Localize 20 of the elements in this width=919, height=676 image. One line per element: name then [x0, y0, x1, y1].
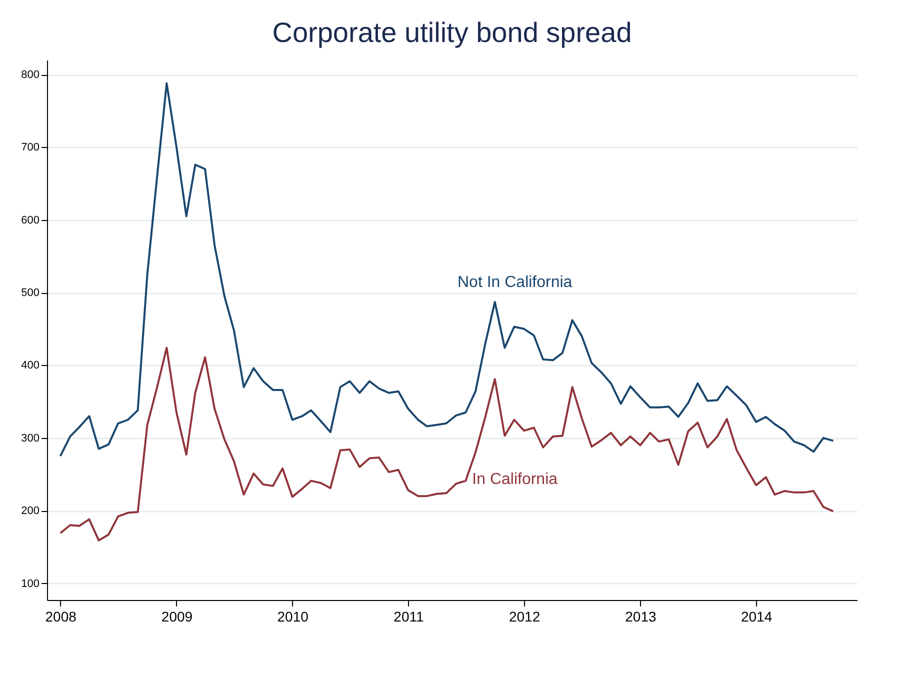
series-label: Not In California — [457, 274, 572, 292]
x-tick-label: 2010 — [277, 608, 309, 624]
x-tick-label: 2012 — [508, 608, 540, 624]
y-tick-label: 600 — [21, 214, 40, 226]
x-tick-label: 2013 — [625, 608, 656, 624]
chart-title: Corporate utility bond spread — [272, 17, 632, 48]
y-tick-label: 500 — [21, 287, 40, 300]
y-tick-label: 100 — [21, 578, 40, 590]
x-tick-label: 2011 — [394, 608, 424, 624]
line-series — [59, 82, 834, 458]
y-tick-label: 300 — [21, 432, 40, 444]
line-series — [59, 346, 834, 542]
x-tick-label: 2008 — [45, 608, 77, 624]
series-label: In California — [472, 471, 558, 488]
y-tick-label: 400 — [21, 360, 40, 372]
x-tick-label: 2014 — [740, 608, 772, 624]
y-tick-label: 700 — [21, 142, 40, 154]
x-tick-label: 2009 — [161, 608, 193, 624]
y-tick-label: 800 — [21, 69, 40, 82]
y-tick-label: 200 — [21, 505, 40, 518]
